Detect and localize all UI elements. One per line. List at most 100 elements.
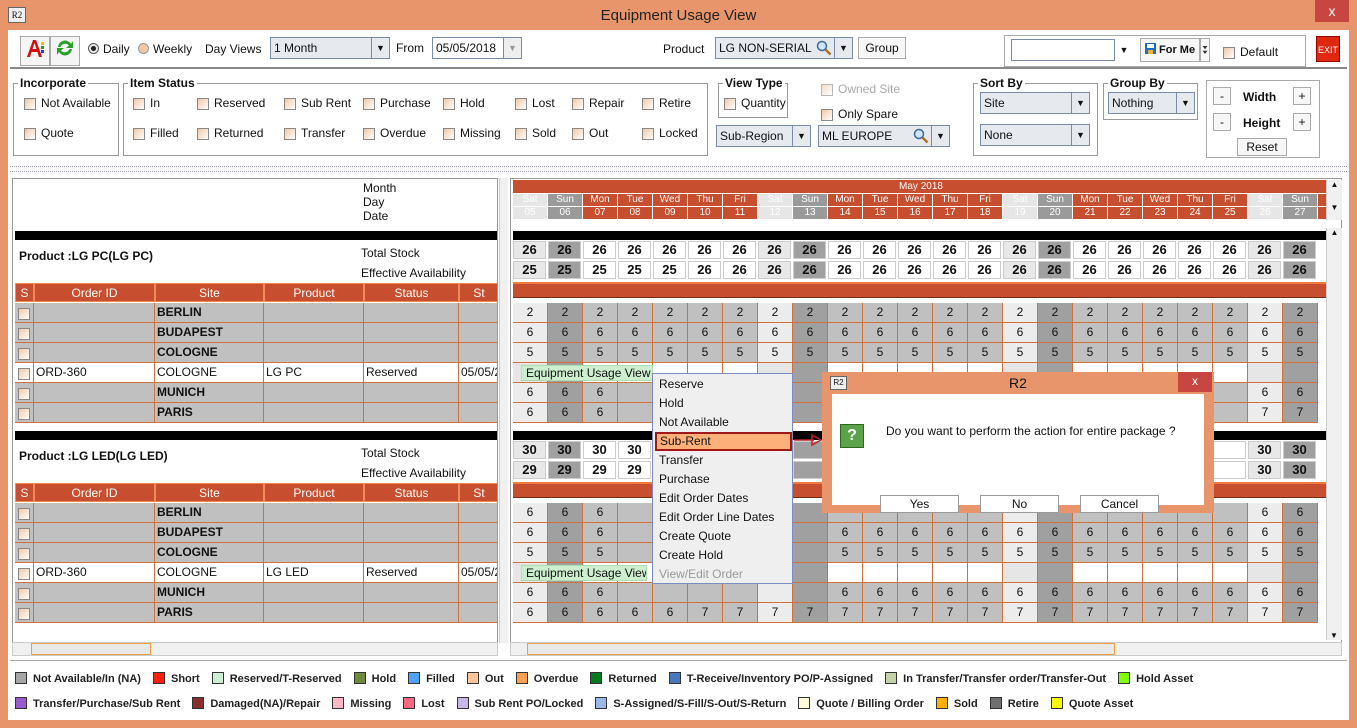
column-header[interactable]: Product: [264, 283, 364, 302]
usage-cell[interactable]: [1178, 563, 1213, 583]
usage-cell[interactable]: [618, 583, 653, 603]
availability-cell[interactable]: 26: [758, 261, 791, 279]
usage-cell[interactable]: 7: [793, 603, 828, 623]
status-checkbox[interactable]: Hold: [443, 96, 485, 110]
usage-cell[interactable]: [1038, 563, 1073, 583]
day-views-select[interactable]: 1 Month ▼: [270, 37, 390, 59]
total-stock-cell[interactable]: 26: [793, 241, 826, 259]
usage-cell[interactable]: 6: [583, 523, 618, 543]
availability-cell[interactable]: 30: [1248, 461, 1281, 479]
table-row[interactable]: PARIS: [15, 403, 497, 423]
location-select[interactable]: ML EUROPE ▼: [818, 125, 950, 147]
only-spare-checkbox[interactable]: Only Spare: [821, 107, 898, 121]
menu-item[interactable]: Create Hold: [659, 548, 724, 562]
usage-cell[interactable]: 6: [1003, 323, 1038, 343]
usage-cell[interactable]: 5: [1038, 343, 1073, 363]
usage-cell[interactable]: 5: [1003, 343, 1038, 363]
usage-cell[interactable]: 6: [513, 383, 548, 403]
refresh-icon[interactable]: [50, 36, 80, 66]
usage-cell[interactable]: 5: [723, 343, 758, 363]
usage-cell[interactable]: 2: [653, 303, 688, 323]
usage-cell[interactable]: 6: [513, 323, 548, 343]
usage-cell[interactable]: 6: [828, 323, 863, 343]
layout-select[interactable]: [1011, 39, 1115, 61]
usage-cell[interactable]: 6: [1108, 523, 1143, 543]
usage-cell[interactable]: 6: [828, 523, 863, 543]
usage-cell[interactable]: 5: [828, 543, 863, 563]
header-vertical-scrollbar[interactable]: ▲ ▼: [1326, 180, 1342, 220]
usage-cell[interactable]: 5: [1073, 543, 1108, 563]
availability-cell[interactable]: 26: [793, 261, 826, 279]
usage-cell[interactable]: 2: [1073, 303, 1108, 323]
usage-cell[interactable]: 5: [583, 343, 618, 363]
checkbox-icon[interactable]: [18, 508, 30, 521]
usage-cell[interactable]: 7: [1178, 603, 1213, 623]
checkbox-icon[interactable]: [18, 568, 30, 581]
sort-secondary-select[interactable]: None ▼: [980, 124, 1090, 146]
date-dropdown-icon[interactable]: ▼: [503, 38, 521, 58]
usage-cell[interactable]: 6: [1213, 583, 1248, 603]
usage-cell[interactable]: [968, 563, 1003, 583]
usage-cell[interactable]: 6: [863, 323, 898, 343]
usage-cell[interactable]: 6: [1248, 523, 1283, 543]
usage-cell[interactable]: [898, 563, 933, 583]
usage-cell[interactable]: 2: [828, 303, 863, 323]
save-options-icon[interactable]: [1200, 38, 1210, 62]
status-checkbox[interactable]: Returned: [197, 126, 263, 140]
table-row[interactable]: COLOGNE: [15, 343, 497, 363]
usage-cell[interactable]: 6: [653, 603, 688, 623]
width-plus-button[interactable]: +: [1293, 87, 1311, 105]
usage-cell[interactable]: 6: [898, 323, 933, 343]
usage-cell[interactable]: [618, 543, 653, 563]
usage-cell[interactable]: [1213, 383, 1248, 403]
status-checkbox[interactable]: Repair: [572, 96, 624, 110]
usage-cell[interactable]: [793, 543, 828, 563]
usage-cell[interactable]: 5: [968, 543, 1003, 563]
usage-cell[interactable]: 6: [1038, 323, 1073, 343]
usage-cell[interactable]: 2: [513, 303, 548, 323]
select-cell[interactable]: [15, 503, 34, 523]
availability-cell[interactable]: 25: [548, 261, 581, 279]
sort-primary-select[interactable]: Site ▼: [980, 92, 1090, 114]
availability-cell[interactable]: 29: [618, 461, 651, 479]
usage-cell[interactable]: 5: [863, 543, 898, 563]
usage-cell[interactable]: 6: [933, 523, 968, 543]
scroll-up-icon[interactable]: ▲: [1330, 228, 1339, 237]
usage-cell[interactable]: 6: [583, 603, 618, 623]
usage-cell[interactable]: [1213, 503, 1248, 523]
usage-cell[interactable]: 2: [758, 303, 793, 323]
total-stock-cell[interactable]: 26: [758, 241, 791, 259]
column-header[interactable]: Status: [364, 283, 459, 302]
usage-cell[interactable]: 5: [1178, 543, 1213, 563]
usage-cell[interactable]: [1143, 563, 1178, 583]
usage-cell[interactable]: 6: [1178, 583, 1213, 603]
usage-cell[interactable]: 6: [1178, 323, 1213, 343]
scroll-thumb[interactable]: [527, 643, 1115, 655]
dialog-close-button[interactable]: x: [1178, 372, 1212, 392]
checkbox-icon[interactable]: [18, 368, 30, 381]
usage-cell[interactable]: [793, 523, 828, 543]
usage-cell[interactable]: 7: [863, 603, 898, 623]
usage-cell[interactable]: 2: [1248, 303, 1283, 323]
usage-cell[interactable]: 2: [1108, 303, 1143, 323]
column-header[interactable]: Status: [364, 483, 459, 502]
usage-cell[interactable]: 5: [863, 343, 898, 363]
availability-cell[interactable]: 29: [513, 461, 546, 479]
usage-cell[interactable]: 5: [793, 343, 828, 363]
cancel-button[interactable]: Cancel: [1080, 495, 1159, 513]
total-stock-cell[interactable]: 26: [653, 241, 686, 259]
status-checkbox[interactable]: Sub Rent: [284, 96, 351, 110]
usage-cell[interactable]: 6: [968, 523, 1003, 543]
availability-cell[interactable]: 26: [1003, 261, 1036, 279]
availability-cell[interactable]: 26: [1248, 261, 1281, 279]
usage-cell[interactable]: 5: [548, 543, 583, 563]
usage-cell[interactable]: 5: [1003, 543, 1038, 563]
status-checkbox[interactable]: Sold: [515, 126, 556, 140]
grid-vertical-scrollbar[interactable]: ▲ ▼: [1326, 228, 1342, 640]
total-stock-cell[interactable]: [1213, 441, 1246, 459]
usage-cell[interactable]: 6: [548, 403, 583, 423]
usage-cell[interactable]: 6: [933, 583, 968, 603]
select-cell[interactable]: [15, 603, 34, 623]
usage-cell[interactable]: 7: [933, 603, 968, 623]
usage-cell[interactable]: 6: [1143, 323, 1178, 343]
